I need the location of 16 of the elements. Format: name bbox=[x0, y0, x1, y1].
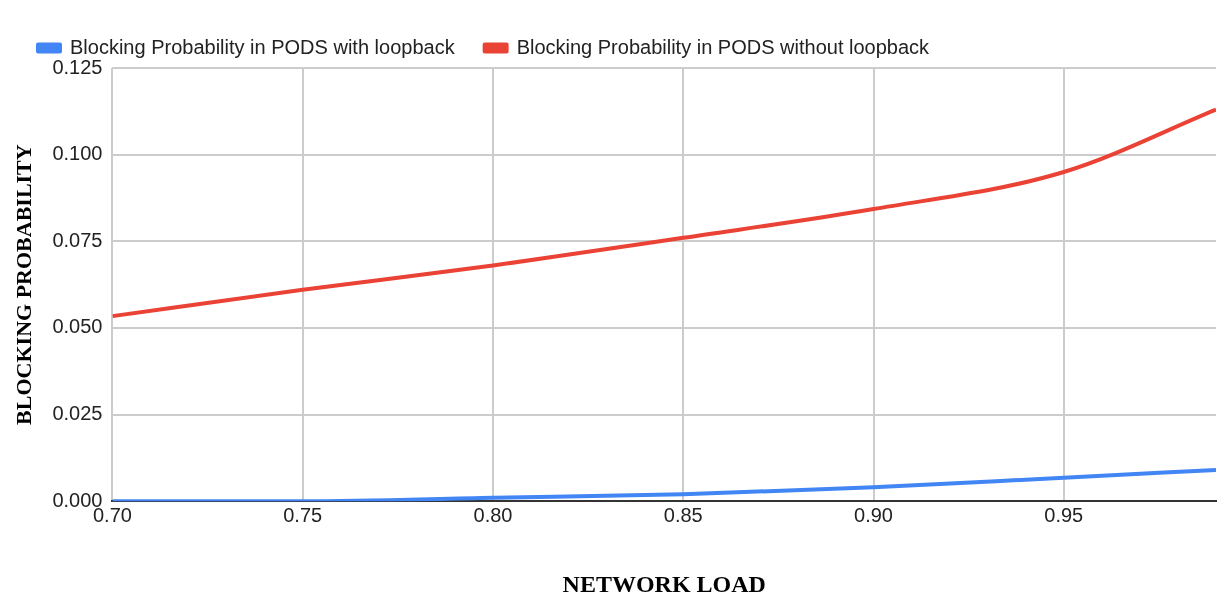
x-tick-label: 0.85 bbox=[663, 503, 703, 526]
line-series bbox=[112, 468, 1216, 502]
y-tick-label: 0.075 bbox=[52, 228, 103, 251]
y-tick-label: 0.050 bbox=[52, 315, 103, 338]
x-axis-title: NETWORK LOAD bbox=[562, 570, 766, 597]
x-tick-label: 0.95 bbox=[1044, 503, 1084, 526]
y-tick-label: 0.025 bbox=[52, 402, 103, 425]
legend-label: Blocking Probability in PODS with loopback bbox=[70, 35, 456, 58]
y-axis-title: BLOCKING PROBABILITY bbox=[10, 144, 36, 425]
x-tick-label: 0.90 bbox=[854, 503, 893, 526]
x-tick-label: 0.75 bbox=[283, 503, 323, 526]
line-series bbox=[112, 107, 1216, 319]
y-tick-label: 0.125 bbox=[52, 55, 103, 78]
y-tick-label: 0.100 bbox=[52, 142, 103, 165]
legend-label: Blocking Probability in PODS without loopback bbox=[516, 35, 931, 58]
x-tick-label: 0.80 bbox=[473, 503, 513, 526]
